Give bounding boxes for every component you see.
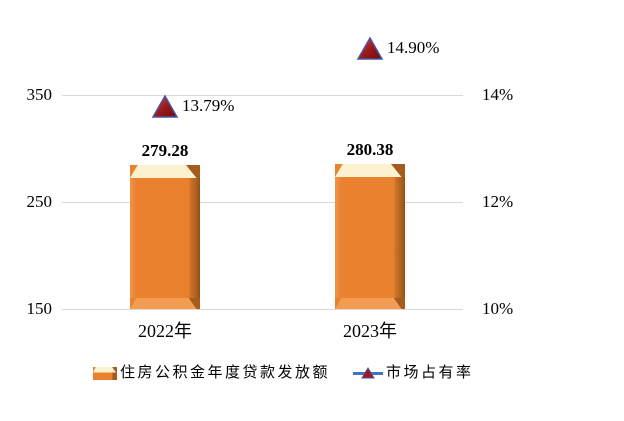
chart-legend: 住房公积金年度贷款发放额 市场占有率 <box>93 363 474 383</box>
right-axis-tick-14pct: 14% <box>482 85 514 104</box>
left-axis-tick-150: 150 <box>26 299 53 318</box>
category-label-2022: 2022年 <box>138 321 192 341</box>
line-series-icon <box>353 366 384 380</box>
legend-bar-series-label: 住房公积金年度贷款发放额 <box>120 365 331 381</box>
bar-2022-top-bevel <box>130 165 200 178</box>
bar-2023-bottom-bevel <box>335 298 405 309</box>
bar-2022 <box>130 165 200 309</box>
legend-line-series-label: 市场占有率 <box>386 365 474 381</box>
bar-2023 <box>335 164 405 309</box>
bar-2022-body <box>130 165 200 309</box>
marker-2023-data-label: 14.90% <box>387 38 440 57</box>
gridline-top <box>62 95 463 96</box>
gridline-middle <box>62 202 463 203</box>
bar-2023-data-label: 280.38 <box>346 140 394 159</box>
right-axis-tick-12pct: 12% <box>482 192 514 211</box>
gridline-bottom <box>62 309 463 310</box>
triangle-marker-2022 <box>151 94 179 118</box>
bar-2022-data-label: 279.28 <box>141 141 189 160</box>
bar-2023-top-bevel <box>335 164 405 177</box>
left-axis-tick-350: 350 <box>26 85 53 104</box>
legend-item-line-series: 市场占有率 <box>353 363 474 383</box>
right-axis-tick-10pct: 10% <box>482 299 514 318</box>
bar-2022-bottom-bevel <box>130 298 200 309</box>
category-label-2023: 2023年 <box>343 321 397 341</box>
triangle-marker-2023 <box>356 36 384 60</box>
bar-series-icon <box>93 366 117 380</box>
legend-item-bar-series: 住房公积金年度贷款发放额 <box>93 363 330 383</box>
left-axis-tick-250: 250 <box>26 192 53 211</box>
marker-2022-data-label: 13.79% <box>182 96 235 115</box>
legend-triangle-icon <box>361 366 375 378</box>
bar-2023-body <box>335 164 405 309</box>
